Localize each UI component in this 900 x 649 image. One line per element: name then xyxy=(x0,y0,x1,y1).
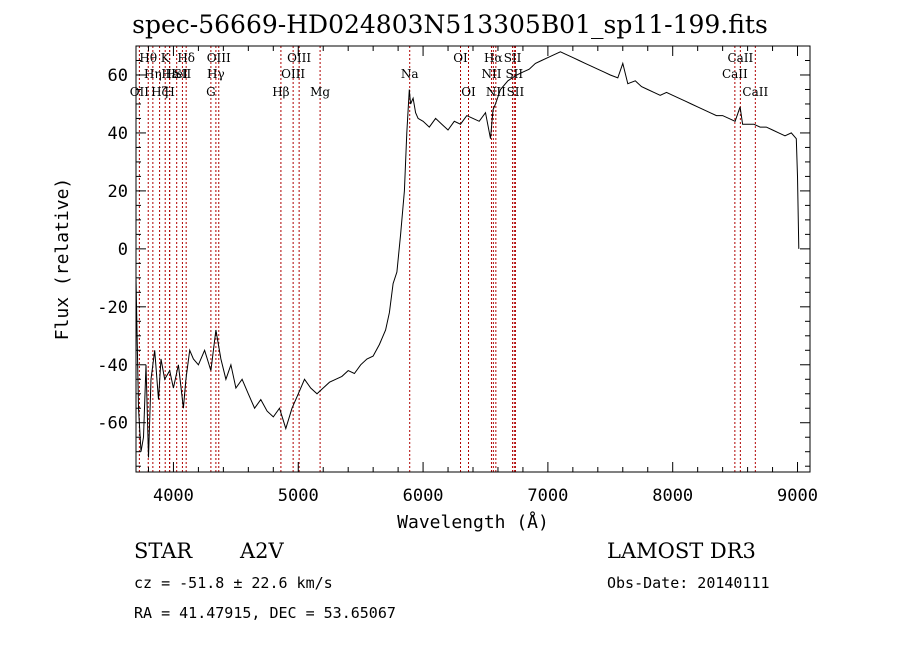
flux-series-line xyxy=(135,51,800,458)
line-label: CaII xyxy=(727,51,753,65)
object-subclass: A2V xyxy=(240,539,284,563)
chart-title: spec-56669-HD024803N513305B01_sp11-199.f… xyxy=(132,10,768,39)
object-type: STAR xyxy=(134,539,193,563)
x-tick-label: 8000 xyxy=(652,486,693,506)
line-label: OIII xyxy=(207,51,231,65)
line-label: G xyxy=(206,85,216,99)
line-label: Hθ xyxy=(139,51,157,65)
x-tick-label: 9000 xyxy=(777,486,818,506)
x-axis-label: Wavelength (Å) xyxy=(397,511,549,533)
line-label: NII xyxy=(486,85,506,99)
line-label: OI xyxy=(453,51,468,65)
y-tick-label: -60 xyxy=(97,414,128,434)
line-label: Mg xyxy=(310,85,330,99)
line-label: Hβ xyxy=(272,85,289,99)
x-tick-label: 7000 xyxy=(527,486,568,506)
observation-date: Obs-Date: 20140111 xyxy=(607,574,770,592)
spectral-line-labels: OIIHθHηHζKHHεHeISIIHδGHγOIIIHβOIIIOIIIMg… xyxy=(130,51,769,99)
y-tick-label: -40 xyxy=(97,356,128,376)
line-label: Hα xyxy=(484,51,503,65)
line-label: NII xyxy=(481,67,501,81)
line-label: Hε xyxy=(161,67,178,81)
y-tick-label: 20 xyxy=(108,182,128,202)
line-label: CaII xyxy=(722,67,748,81)
survey-release: LAMOST DR3 xyxy=(607,539,756,563)
line-label: OI xyxy=(461,85,476,99)
x-tick-label: 6000 xyxy=(403,486,444,506)
y-axis-label: Flux (relative) xyxy=(52,178,73,341)
y-tick-label: -20 xyxy=(97,298,128,318)
line-label: Hη xyxy=(144,67,162,81)
line-label: OIII xyxy=(281,67,305,81)
axis-ticks: 4000 5000 6000 7000 8000 9000 -60 -40 -20 0 20 40 60 xyxy=(97,45,818,506)
y-tick-label: 0 xyxy=(118,240,128,260)
line-label: SII xyxy=(507,85,525,99)
line-label: SII xyxy=(504,51,522,65)
line-label: Hζ xyxy=(151,85,168,99)
line-label: H xyxy=(164,85,174,99)
line-label: CaII xyxy=(742,85,768,99)
line-label: OII xyxy=(130,85,150,99)
redshift-velocity: cz = -51.8 ± 22.6 km/s xyxy=(134,574,333,592)
x-tick-label: 5000 xyxy=(278,486,319,506)
line-label: Hγ xyxy=(207,67,225,81)
y-tick-label: 60 xyxy=(108,66,128,86)
line-label: HeI xyxy=(166,67,189,81)
y-tick-label: 40 xyxy=(108,124,128,144)
line-label: OIII xyxy=(287,51,311,65)
x-tick-label: 4000 xyxy=(153,486,194,506)
line-label: K xyxy=(161,51,171,65)
line-label: Hδ xyxy=(177,51,195,65)
coordinates: RA = 41.47915, DEC = 53.65067 xyxy=(134,604,396,622)
line-label: SII xyxy=(174,67,192,81)
spectral-line-markers xyxy=(138,46,756,472)
line-label: SII xyxy=(505,67,523,81)
plot-frame xyxy=(135,45,811,473)
line-label: Na xyxy=(401,67,419,81)
